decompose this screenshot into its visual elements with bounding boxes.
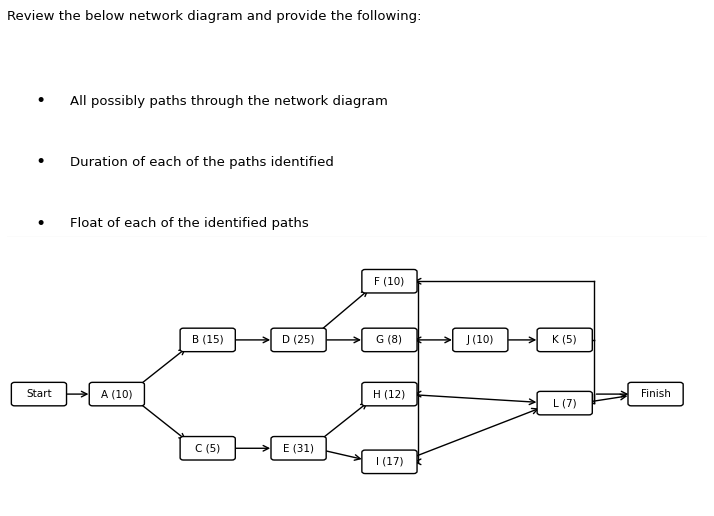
Text: •: • — [35, 153, 46, 171]
FancyBboxPatch shape — [628, 382, 683, 406]
FancyBboxPatch shape — [537, 328, 593, 352]
FancyBboxPatch shape — [537, 391, 593, 415]
FancyBboxPatch shape — [362, 382, 417, 406]
Text: J (10): J (10) — [467, 335, 494, 345]
FancyBboxPatch shape — [180, 437, 236, 460]
FancyBboxPatch shape — [271, 437, 326, 460]
Text: Review the below network diagram and provide the following:: Review the below network diagram and pro… — [7, 10, 422, 23]
FancyBboxPatch shape — [11, 382, 66, 406]
FancyBboxPatch shape — [362, 269, 417, 293]
Text: D (25): D (25) — [282, 335, 315, 345]
FancyBboxPatch shape — [362, 328, 417, 352]
Text: H (12): H (12) — [373, 389, 406, 399]
Text: •: • — [35, 215, 46, 233]
FancyBboxPatch shape — [89, 382, 144, 406]
Text: Duration of each of the paths identified: Duration of each of the paths identified — [70, 156, 334, 169]
Text: Finish: Finish — [640, 389, 670, 399]
Text: •: • — [35, 92, 46, 110]
Text: Start: Start — [26, 389, 51, 399]
FancyBboxPatch shape — [180, 328, 236, 352]
Text: C (5): C (5) — [195, 443, 221, 453]
Text: A (10): A (10) — [101, 389, 133, 399]
Text: K (5): K (5) — [553, 335, 577, 345]
FancyBboxPatch shape — [271, 328, 326, 352]
Text: B (15): B (15) — [192, 335, 223, 345]
Text: F (10): F (10) — [374, 276, 405, 286]
Text: I (17): I (17) — [376, 457, 403, 467]
Text: G (8): G (8) — [376, 335, 403, 345]
FancyBboxPatch shape — [362, 450, 417, 474]
Text: E (31): E (31) — [283, 443, 314, 453]
Text: L (7): L (7) — [553, 398, 576, 408]
FancyBboxPatch shape — [453, 328, 508, 352]
Text: Float of each of the identified paths: Float of each of the identified paths — [70, 217, 309, 230]
Text: All possibly paths through the network diagram: All possibly paths through the network d… — [70, 94, 388, 108]
